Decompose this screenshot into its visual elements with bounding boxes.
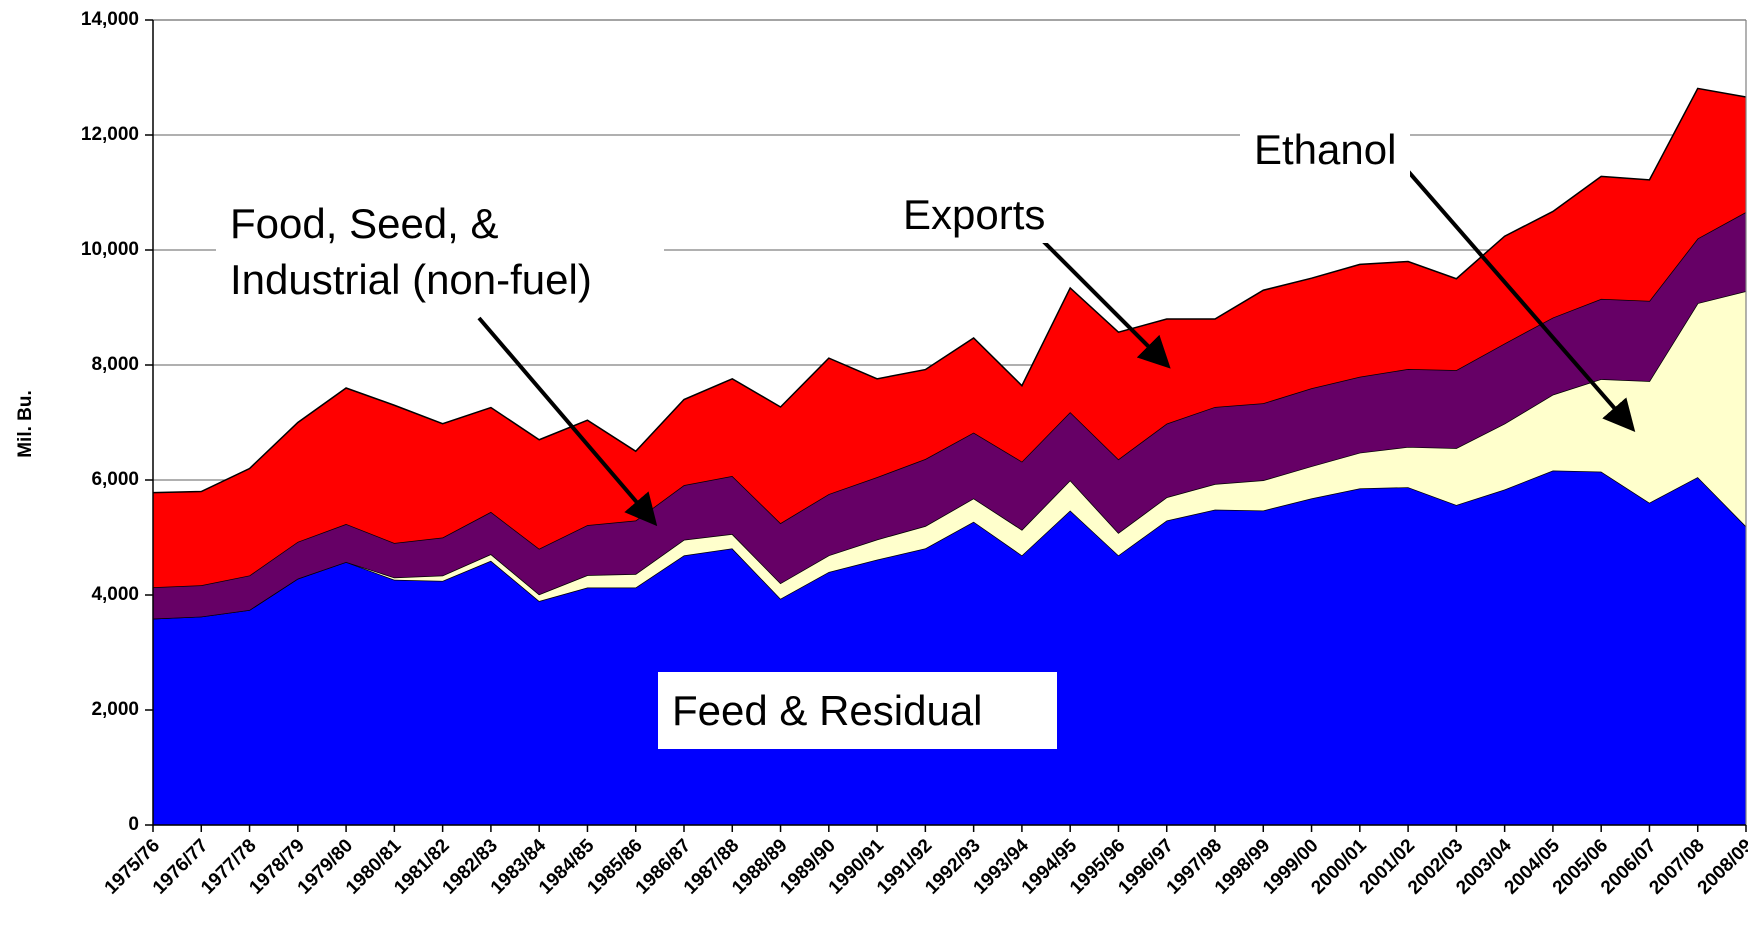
annotation-arrow [477,316,658,527]
y-tick-label: 12,000 [81,124,139,145]
fsi-annotation: Food, Seed, & Industrial (non-fuel) [216,196,664,308]
area [153,470,1746,825]
y-tick-label: 14,000 [81,9,139,30]
y-tick-label: 8,000 [91,354,139,375]
area [153,212,1746,619]
area [153,88,1746,588]
y-tick-label: 4,000 [91,584,139,605]
area-edge [152,211,1747,588]
exports-annotation: Exports [889,187,1060,243]
area [153,291,1746,619]
y-tick-label: 10,000 [81,239,139,260]
y-tick-label: 2,000 [91,699,139,720]
y-tick-label: 6,000 [91,469,139,490]
annotation-arrow [1405,168,1636,433]
y-tick-label: 0 [128,814,139,835]
annotation-arrow [1040,238,1171,369]
ethanol-annotation: Ethanol [1240,122,1411,178]
area-edge [152,87,1747,494]
feed-annotation: Feed & Residual [658,672,1057,749]
y-axis-label: Mil. Bu. [15,390,36,458]
